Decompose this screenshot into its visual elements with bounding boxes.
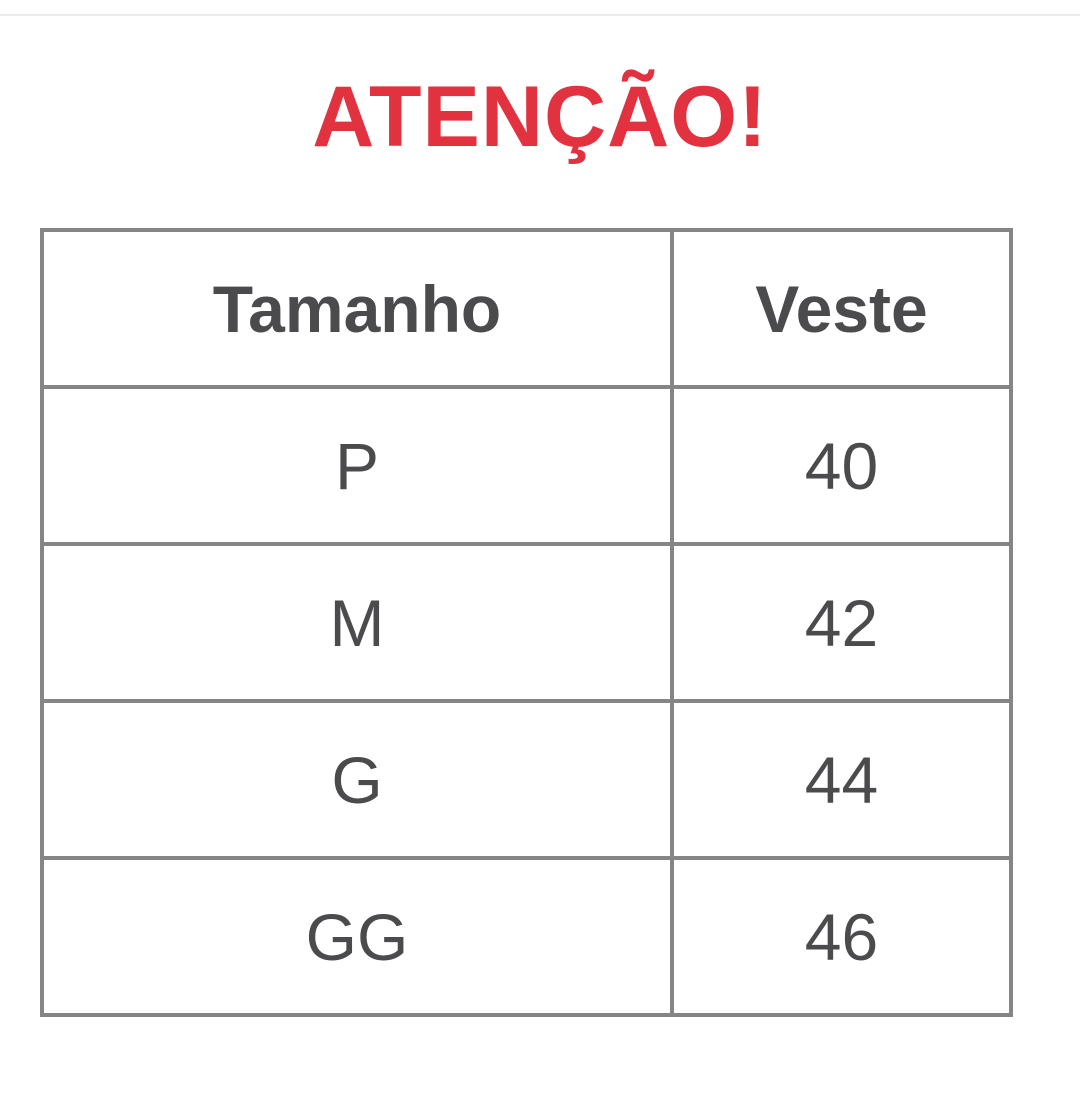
header-tamanho: Tamanho: [40, 228, 674, 389]
veste-cell: 46: [670, 856, 1013, 1017]
table-row: M 42: [40, 542, 1013, 703]
size-table: Tamanho Veste P 40 M 42 G 44 GG 46: [40, 228, 1013, 1017]
table-row: G 44: [40, 699, 1013, 860]
size-cell: M: [40, 542, 674, 703]
top-divider: [0, 14, 1080, 16]
table-row: P 40: [40, 385, 1013, 546]
veste-cell: 42: [670, 542, 1013, 703]
header-veste: Veste: [670, 228, 1013, 389]
veste-cell: 44: [670, 699, 1013, 860]
size-cell: GG: [40, 856, 674, 1017]
veste-cell: 40: [670, 385, 1013, 546]
size-cell: P: [40, 385, 674, 546]
table-header-row: Tamanho Veste: [40, 228, 1013, 389]
table-row: GG 46: [40, 856, 1013, 1017]
size-cell: G: [40, 699, 674, 860]
page-title: ATENÇÃO!: [312, 69, 768, 165]
